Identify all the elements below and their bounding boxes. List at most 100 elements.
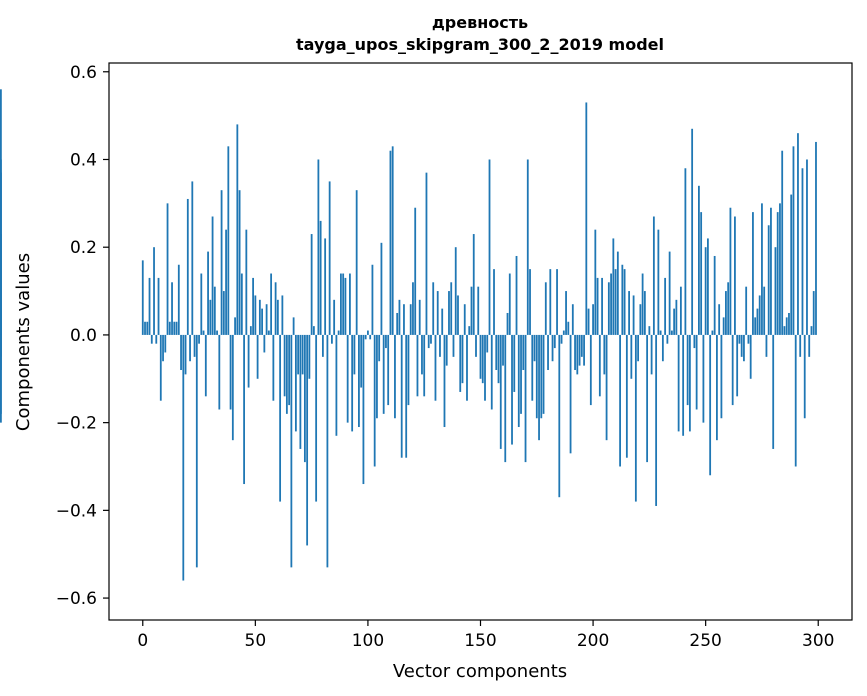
bar bbox=[0, 334, 2, 423]
bar bbox=[434, 334, 437, 401]
bar bbox=[650, 334, 653, 375]
bar bbox=[362, 334, 365, 485]
bar bbox=[326, 334, 329, 568]
bar bbox=[587, 308, 590, 335]
bar bbox=[254, 295, 257, 335]
bar bbox=[150, 334, 153, 344]
bar bbox=[806, 159, 808, 335]
y-tick-label: 0.6 bbox=[70, 63, 97, 83]
bar bbox=[202, 330, 205, 335]
bar bbox=[319, 220, 322, 335]
bar bbox=[770, 207, 772, 335]
y-tick-label: 0.4 bbox=[70, 150, 97, 170]
bar bbox=[252, 277, 254, 335]
bar bbox=[731, 334, 734, 406]
bar bbox=[344, 277, 347, 335]
bar bbox=[443, 334, 446, 428]
bar bbox=[463, 304, 466, 335]
bar bbox=[342, 273, 345, 335]
bar bbox=[686, 334, 689, 406]
bar bbox=[414, 207, 417, 335]
bar bbox=[349, 273, 351, 335]
bar bbox=[353, 334, 356, 375]
bar bbox=[716, 334, 718, 441]
bar bbox=[740, 334, 743, 357]
bar bbox=[378, 334, 381, 362]
bar bbox=[549, 269, 552, 335]
bar bbox=[612, 238, 615, 335]
bar bbox=[245, 229, 248, 335]
bar bbox=[506, 312, 509, 335]
bar bbox=[594, 229, 597, 335]
bar bbox=[628, 291, 630, 335]
bar bbox=[394, 334, 396, 419]
bar bbox=[335, 334, 338, 436]
bar bbox=[565, 291, 567, 335]
x-axis: 0 50 100 150 200 250 300 bbox=[137, 620, 834, 651]
bar bbox=[646, 334, 649, 463]
bar bbox=[691, 128, 694, 335]
bar bbox=[243, 334, 245, 485]
bar bbox=[598, 334, 601, 397]
bar bbox=[418, 299, 421, 335]
bar bbox=[713, 255, 716, 335]
bar bbox=[231, 334, 234, 441]
bar bbox=[580, 334, 583, 357]
bar bbox=[360, 334, 363, 388]
bar bbox=[720, 334, 723, 419]
y-axis-label: Components values bbox=[13, 253, 34, 431]
bar bbox=[637, 334, 640, 362]
bar bbox=[407, 334, 410, 406]
bar bbox=[240, 273, 243, 335]
bar bbox=[337, 330, 340, 335]
y-tick-label: −0.4 bbox=[56, 501, 97, 521]
bar bbox=[159, 334, 162, 401]
bar bbox=[761, 203, 763, 335]
bar bbox=[288, 334, 291, 406]
bar bbox=[529, 269, 531, 335]
bar bbox=[141, 260, 144, 335]
bar bbox=[279, 334, 282, 502]
bar bbox=[569, 334, 572, 454]
bar bbox=[261, 308, 263, 335]
x-tick-label: 0 bbox=[137, 631, 148, 651]
bar bbox=[218, 334, 221, 410]
bar bbox=[157, 277, 160, 335]
bar bbox=[162, 334, 164, 362]
bar bbox=[531, 334, 534, 401]
bar bbox=[454, 247, 457, 335]
bar bbox=[794, 334, 797, 467]
bar bbox=[596, 277, 599, 335]
bar bbox=[222, 291, 225, 335]
bar bbox=[747, 334, 750, 344]
bar bbox=[707, 238, 709, 335]
bar bbox=[475, 334, 477, 357]
bar bbox=[209, 299, 212, 335]
bar bbox=[425, 172, 428, 335]
bar bbox=[380, 242, 383, 335]
bar bbox=[718, 304, 721, 335]
bar bbox=[743, 334, 745, 362]
bar bbox=[765, 334, 768, 357]
bar bbox=[648, 326, 651, 335]
bar bbox=[756, 308, 759, 335]
bar bbox=[734, 216, 736, 335]
bar bbox=[403, 304, 405, 335]
bar bbox=[493, 269, 495, 335]
bar bbox=[285, 334, 288, 414]
bar bbox=[754, 317, 757, 335]
bar bbox=[168, 321, 171, 335]
bar bbox=[148, 277, 151, 335]
bar bbox=[616, 251, 619, 335]
y-tick-label: 0.2 bbox=[70, 238, 97, 258]
bar-group bbox=[0, 89, 817, 581]
bar bbox=[382, 334, 385, 414]
bar bbox=[688, 334, 691, 432]
bar bbox=[767, 225, 770, 335]
bar bbox=[585, 102, 588, 335]
bar bbox=[702, 334, 705, 423]
bar bbox=[274, 282, 277, 335]
bar bbox=[797, 133, 799, 335]
bar bbox=[619, 334, 621, 467]
